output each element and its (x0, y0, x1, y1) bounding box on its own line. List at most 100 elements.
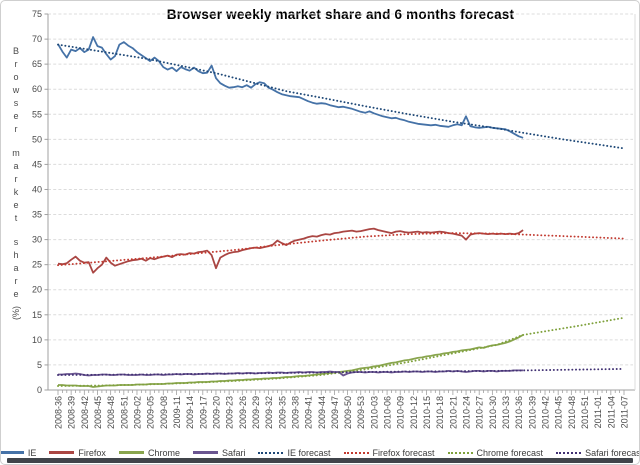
legend-swatch (192, 451, 218, 454)
y-tick-label: 30 (32, 235, 42, 245)
x-tick-label: 2010-51 (580, 396, 590, 429)
x-tick-label: 2009-50 (343, 396, 353, 429)
forecast-line-firefox-forecast (57, 232, 625, 267)
legend-label: IE forecast (287, 447, 331, 458)
y-tick-label: 10 (32, 335, 42, 345)
x-tick-label: 2009-53 (356, 396, 366, 429)
y-tick-label: 40 (32, 184, 42, 194)
y-tick-label: 50 (32, 134, 42, 144)
y-axis-title-letter: r (14, 59, 18, 69)
y-axis-title-letter: s (13, 98, 19, 108)
x-tick-label: 2010-42 (541, 396, 551, 429)
y-axis-title-letter: w (12, 85, 20, 95)
legend-swatch (1, 451, 24, 454)
y-axis-title-letter: t (14, 213, 18, 223)
x-tick-label: 2010-09 (396, 396, 406, 429)
legend-item-safari: Safari (192, 447, 246, 458)
legend-label: Firefox (78, 447, 106, 458)
legend-swatch (447, 451, 473, 454)
x-tick-label: 2010-36 (514, 396, 524, 429)
legend-label: Safari forecast (585, 447, 640, 458)
legend-item-chrome: Chrome (118, 447, 180, 458)
y-axis-title-letter: a (13, 263, 19, 273)
legend-item-safari-forecast: Safari forecast (556, 447, 640, 458)
x-tick-label: 2010-21 (448, 396, 458, 429)
x-tick-label: 2011-04 (606, 396, 616, 428)
legend-swatch (343, 451, 369, 454)
y-tick-label: 55 (32, 109, 42, 119)
y-axis-title-letter: r (14, 174, 18, 184)
x-tick-label: 2009-20 (211, 396, 221, 429)
y-tick-label: 25 (32, 260, 42, 270)
x-tick-label: 2008-48 (106, 396, 116, 429)
frame-bottom-bar (7, 458, 633, 463)
y-axis-title-letter: k (13, 187, 19, 197)
y-axis-title-letter: s (13, 237, 19, 247)
legend-swatch (118, 451, 144, 454)
y-axis-title-letter: h (13, 250, 19, 260)
y-axis-title-letter: a (13, 161, 19, 171)
y-axis-title-letter: o (13, 72, 19, 82)
x-tick-label: 2010-06 (383, 396, 393, 429)
legend-item-firefox-forecast: Firefox forecast (343, 448, 435, 458)
x-axis-tick-labels: 2008-36 2008-39 2008-42 2008-45 2008-48 2008-… (54, 396, 630, 429)
legend: IE Firefox Chrome Safari IE forecast Firefox … (1, 445, 640, 460)
x-tick-label: 2011-07 (620, 396, 630, 428)
legend-item-ie-forecast: IE forecast (258, 447, 331, 458)
x-tick-label: 2009-47 (330, 396, 340, 429)
x-axis-ticks (57, 390, 625, 395)
y-axis-title-letter: m (12, 148, 20, 158)
x-tick-label: 2009-35 (277, 396, 287, 429)
legend-label: Safari (221, 447, 246, 458)
x-tick-label: 2008-39 (67, 396, 77, 429)
y-tick-label: 35 (32, 210, 42, 220)
y-tick-label: 45 (32, 159, 42, 169)
x-tick-label: 2010-33 (501, 396, 511, 429)
y-axis-title-letter: r (14, 276, 18, 286)
x-tick-label: 2009-14 (185, 396, 195, 429)
forecast-line-ie-forecast (57, 43, 625, 150)
forecast-line-safari-forecast (57, 367, 625, 376)
x-tick-label: 2009-29 (251, 396, 261, 429)
gridlines (44, 13, 633, 391)
y-axis-title-unit: (%) (11, 306, 21, 320)
x-tick-label: 2008-42 (80, 396, 90, 429)
forecast-line-chrome-forecast (57, 316, 625, 387)
x-tick-label: 2009-23 (225, 396, 235, 429)
y-axis-title-letter: B (12, 46, 19, 56)
x-tick-label: 2010-15 (422, 396, 432, 429)
y-axis-title-letter: r (14, 124, 18, 134)
y-axis-title-letter: e (13, 200, 19, 210)
legend-item-ie: IE (1, 447, 37, 458)
y-tick-label: 15 (32, 310, 42, 320)
x-tick-label: 2009-38 (290, 396, 300, 429)
x-tick-label: 2010-24 (462, 396, 472, 429)
legend-label: Chrome forecast (476, 447, 544, 458)
x-tick-label: 2010-18 (435, 396, 445, 429)
legend-label: Chrome (147, 447, 180, 458)
y-tick-label: 65 (32, 59, 42, 69)
y-tick-label: 60 (32, 84, 42, 94)
x-tick-label: 2009-26 (238, 396, 248, 429)
y-axis-title-letter: e (13, 111, 19, 121)
y-tick-label: 70 (32, 34, 42, 44)
legend-swatch (258, 451, 284, 454)
x-tick-label: 2009-08 (159, 396, 169, 429)
x-tick-label: 2010-30 (488, 396, 498, 429)
x-tick-label: 2009-44 (317, 396, 327, 429)
x-tick-label: 2009-05 (146, 396, 156, 429)
y-axis-tick-labels: 0 5 10 15 20 25 30 35 40 45 50 55 60 65 70 75 (32, 9, 42, 395)
y-tick-label: 5 (37, 360, 42, 370)
legend-label: IE (27, 447, 37, 458)
x-tick-label: 2010-03 (369, 396, 379, 429)
series-line-ie (57, 36, 524, 139)
x-tick-label: 2009-32 (264, 396, 274, 429)
legend-item-chrome-forecast: Chrome forecast (447, 447, 544, 458)
x-tick-label: 2008-45 (93, 396, 103, 429)
x-tick-label: 2009-02 (132, 396, 142, 429)
x-tick-label: 2010-12 (409, 396, 419, 429)
y-tick-label: 20 (32, 285, 42, 295)
